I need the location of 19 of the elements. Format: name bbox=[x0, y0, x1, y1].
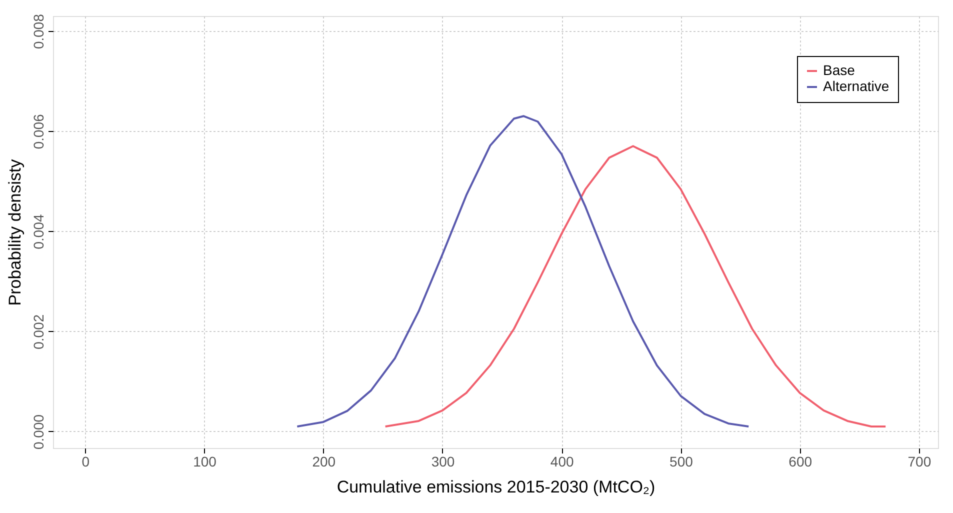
x-axis-title: Cumulative emissions 2015-2030 (MtCO₂) bbox=[336, 478, 656, 496]
y-tick-label: 0.000 bbox=[30, 414, 46, 450]
y-axis-title: Probability densisty bbox=[6, 158, 24, 306]
x-tick-label: 100 bbox=[193, 454, 217, 470]
legend-label: Alternative bbox=[823, 78, 890, 94]
x-tick-label: 300 bbox=[431, 454, 455, 470]
y-tick-label: 0.006 bbox=[30, 114, 46, 150]
x-tick-label: 500 bbox=[670, 454, 694, 470]
x-tick-label: 0 bbox=[82, 454, 90, 470]
line-series bbox=[296, 115, 750, 428]
x-tick-label: 600 bbox=[788, 454, 812, 470]
x-tick-label: 700 bbox=[908, 454, 932, 470]
legend-label: Base bbox=[823, 62, 856, 78]
y-tick-label: 0.002 bbox=[30, 314, 46, 350]
y-tick-label: 0.004 bbox=[30, 214, 46, 250]
line-series bbox=[384, 145, 887, 428]
y-tick-label: 0.008 bbox=[30, 14, 46, 50]
x-tick-label: 200 bbox=[312, 454, 336, 470]
x-tick-label: 400 bbox=[550, 454, 574, 470]
